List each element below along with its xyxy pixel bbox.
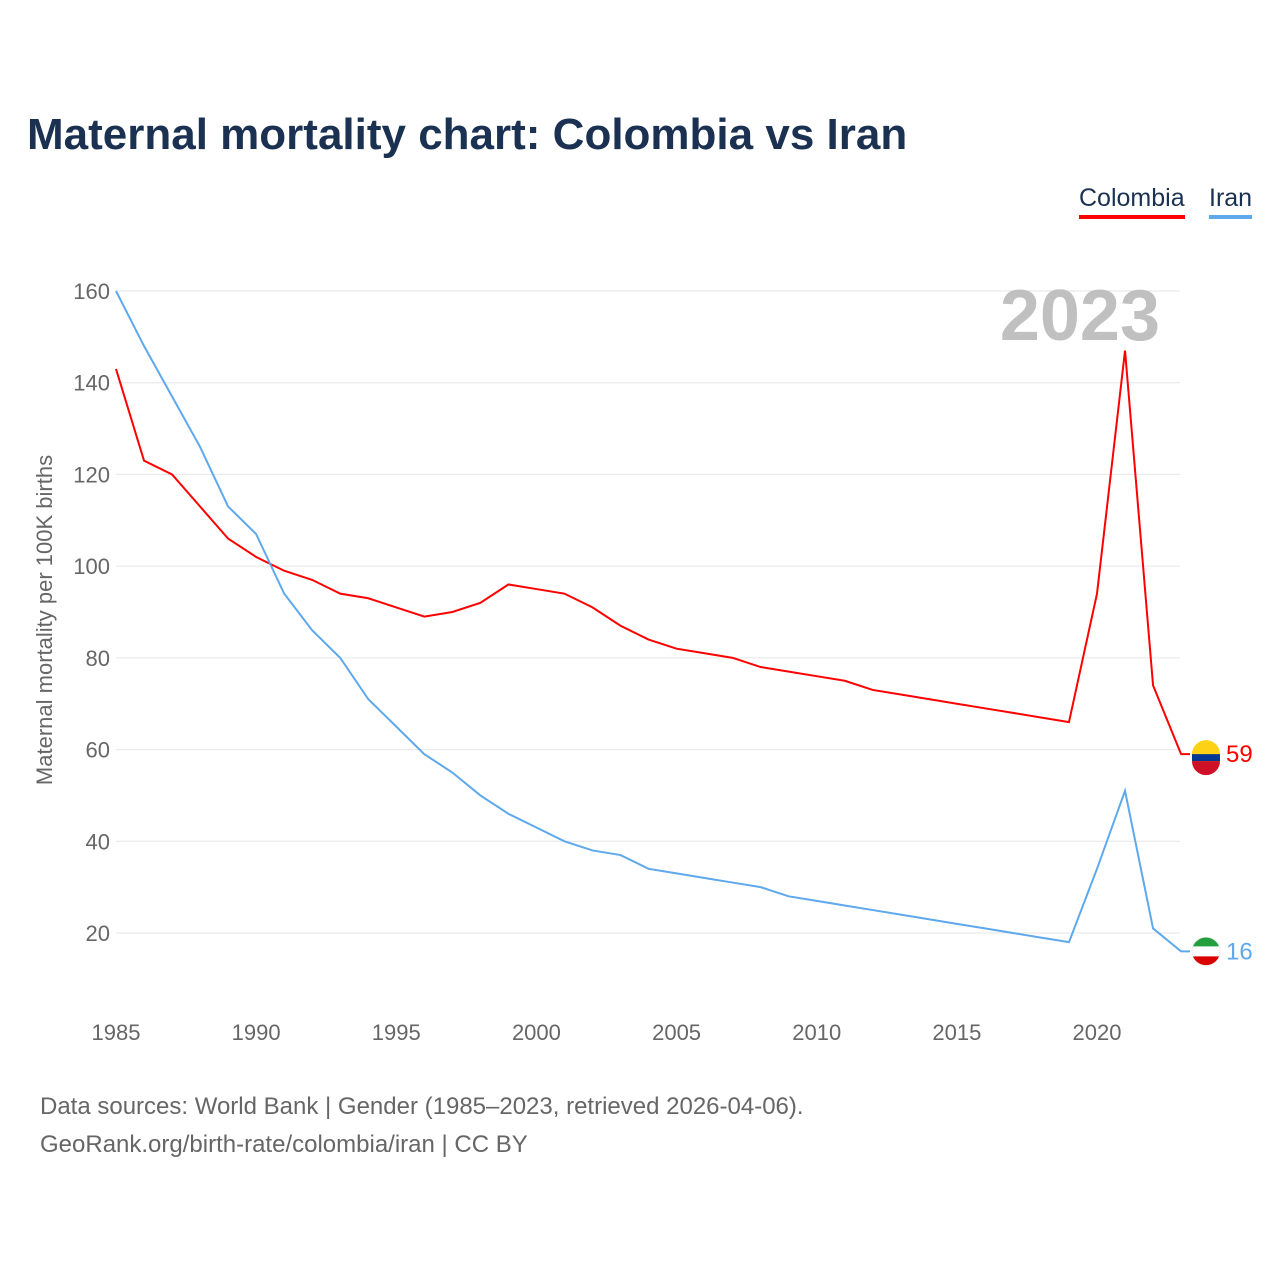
x-tick-label: 2000 [512, 1020, 561, 1045]
legend-iran[interactable]: Iran [1209, 184, 1253, 219]
flag-stripe [1192, 761, 1220, 776]
series-line-colombia [115, 350, 1190, 756]
y-tick-label: 20 [86, 921, 110, 946]
y-tick-label: 160 [73, 279, 110, 304]
x-tick-label: 2015 [932, 1020, 981, 1045]
x-tick-label: 1985 [92, 1020, 141, 1045]
legend-colombia[interactable]: Colombia [1079, 184, 1185, 219]
source-line-1: Data sources: World Bank | Gender (1985–… [40, 1093, 804, 1120]
x-tick-label: 2020 [1073, 1020, 1122, 1045]
y-tick-label: 100 [73, 554, 110, 579]
x-tick-label: 1990 [232, 1020, 281, 1045]
x-tick-label: 2010 [792, 1020, 841, 1045]
flag-stripe [1193, 956, 1219, 966]
flag-stripe [1192, 754, 1220, 762]
series-line-iran [115, 290, 1190, 953]
y-tick-label: 60 [86, 738, 110, 763]
y-tick-label: 140 [73, 371, 110, 396]
x-tick-label: 2005 [652, 1020, 701, 1045]
flag-stripe [1193, 937, 1219, 947]
y-tick-label: 80 [86, 646, 110, 671]
y-axis-label: Maternal mortality per 100K births [32, 455, 57, 785]
year-label: 2023 [1000, 276, 1160, 356]
end-value-label: 59 [1226, 741, 1253, 768]
y-tick-label: 40 [86, 829, 110, 854]
source-line-2[interactable]: GeoRank.org/birth-rate/colombia/iran | C… [40, 1131, 528, 1158]
chart-title: Maternal mortality chart: Colombia vs Ir… [27, 110, 908, 159]
end-value-label: 16 [1226, 938, 1253, 965]
x-tick-label: 1995 [372, 1020, 421, 1045]
source-note: Data sources: World Bank | Gender (1985–… [40, 1088, 804, 1164]
y-tick-label: 120 [73, 462, 110, 487]
